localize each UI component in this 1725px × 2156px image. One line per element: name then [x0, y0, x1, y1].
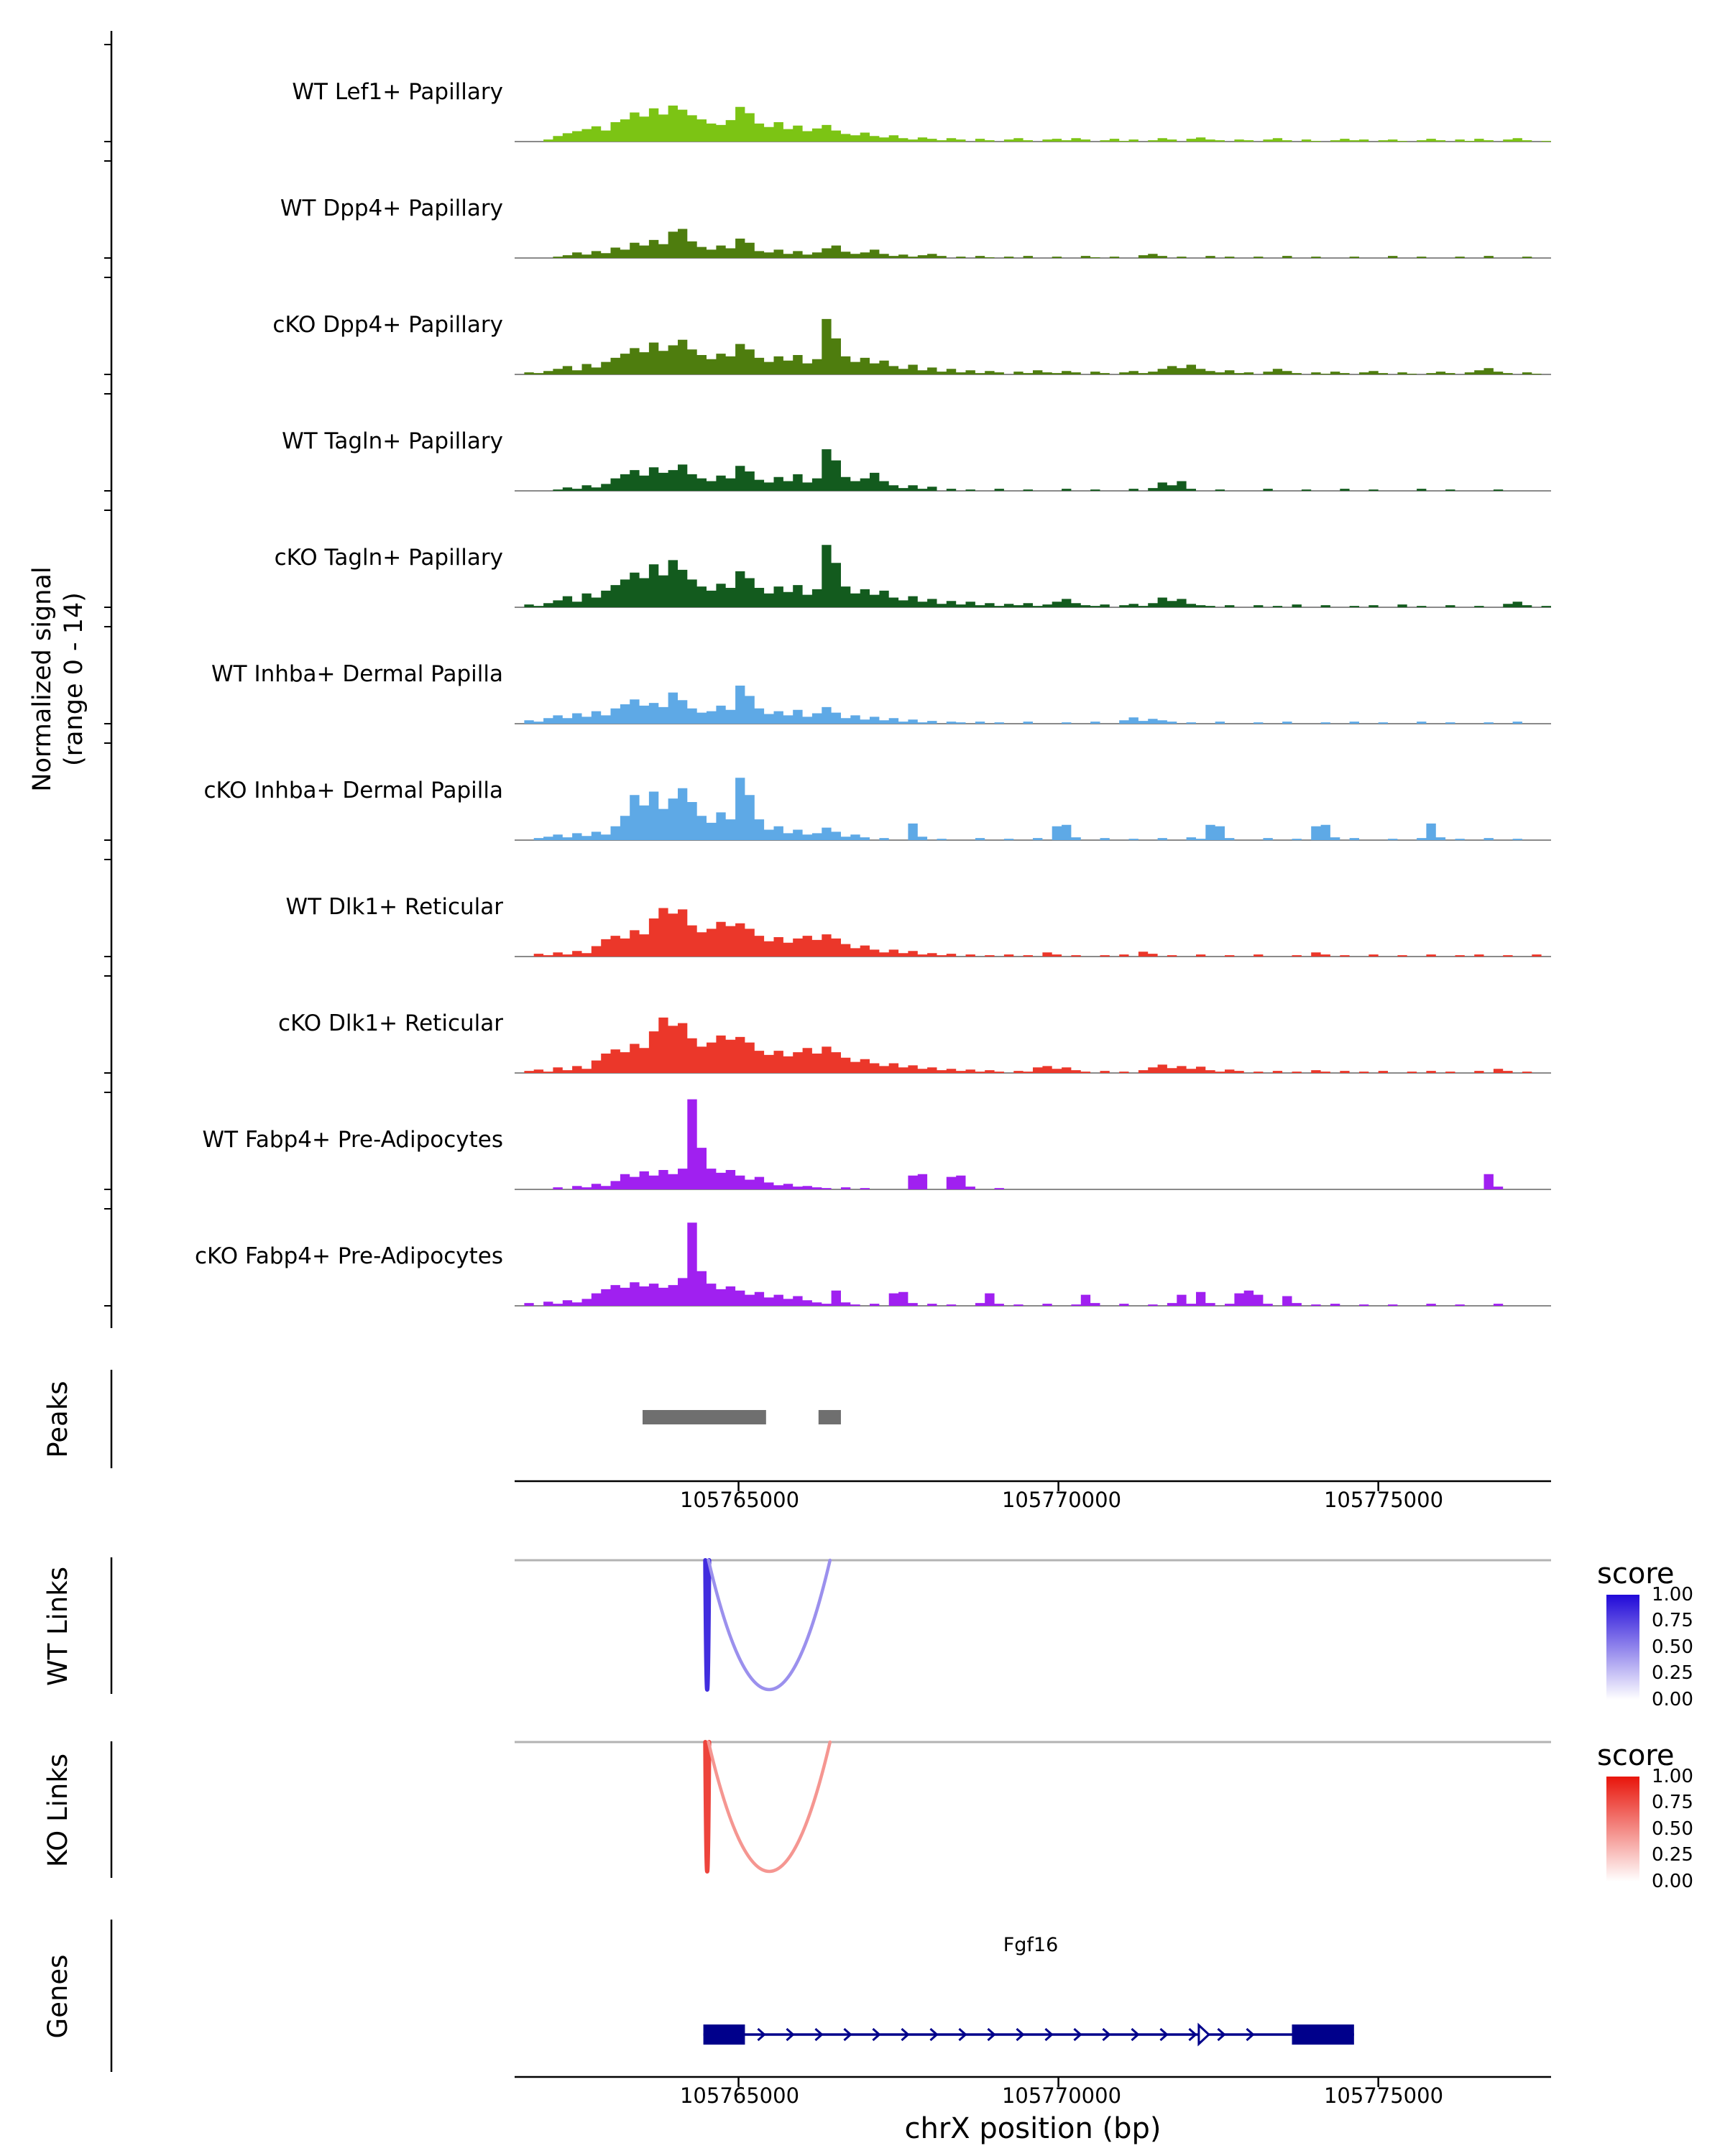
track-label: cKO Tagln+ Papillary: [274, 545, 503, 571]
wt-score-gradient: [1606, 1595, 1639, 1700]
track-label: WT Tagln+ Papillary: [282, 428, 503, 454]
gene-direction-chevron: [757, 2027, 766, 2042]
gene-name-label: Fgf16: [1003, 1934, 1059, 1956]
genes-section-label: Genes: [42, 1954, 73, 2039]
gene-direction-chevron: [929, 2027, 939, 2042]
ko-links-legend-title: score: [1597, 1739, 1675, 1772]
track-label: WT Lef1+ Papillary: [292, 79, 503, 105]
coverage-area: [515, 449, 1551, 491]
track-label: WT Dlk1+ Reticular: [285, 894, 503, 920]
legend-tick-label: 0.25: [1652, 1844, 1693, 1866]
gene-direction-chevron: [1102, 2027, 1111, 2042]
coverage-area: [515, 778, 1551, 840]
link-arc: [707, 1558, 832, 1692]
legend-tick-label: 0.00: [1652, 1689, 1693, 1710]
legend-tick-label: 0.25: [1652, 1662, 1693, 1684]
gene-direction-chevron: [872, 2027, 881, 2042]
x-axis-title: chrX position (bp): [904, 2112, 1162, 2145]
gene-direction-chevron: [786, 2027, 795, 2042]
track-label: cKO Inhba+ Dermal Papilla: [203, 778, 504, 803]
legend-tick-label: 0.50: [1652, 1818, 1693, 1840]
x-tick-label: 105775000: [1323, 1488, 1444, 1512]
coverage-area: [515, 229, 1551, 258]
coverage-area: [515, 105, 1551, 142]
gene-exon: [1292, 2024, 1354, 2045]
gene-direction-chevron: [1073, 2027, 1082, 2042]
x-tick-label: 105765000: [679, 2083, 800, 2108]
legend-tick-label: 0.00: [1652, 1871, 1693, 1892]
link-arc: [703, 1558, 712, 1692]
gene-direction-marker: [1197, 2022, 1211, 2047]
y-axis-label: Normalized signal (range 0 - 14): [27, 320, 90, 1038]
track-label: cKO Fabp4+ Pre-Adipocytes: [195, 1243, 503, 1269]
x-tick-label: 105770000: [1001, 2083, 1122, 2108]
peak-region: [818, 1410, 841, 1424]
coverage-area: [515, 1099, 1551, 1189]
gene-direction-chevron: [1159, 2027, 1169, 2042]
track-label: WT Fabp4+ Pre-Adipocytes: [202, 1127, 504, 1153]
link-arc: [703, 1740, 712, 1874]
gene-exon: [703, 2024, 745, 2045]
coverage-area: [515, 1017, 1551, 1073]
x-tick-label: 105765000: [679, 1488, 800, 1512]
x-tick-label: 105770000: [1001, 1488, 1122, 1512]
coverage-area: [515, 908, 1551, 957]
legend-tick-label: 0.50: [1652, 1636, 1693, 1658]
coverage-area: [515, 318, 1551, 374]
legend-tick-label: 0.75: [1652, 1610, 1693, 1631]
link-arc: [707, 1740, 832, 1874]
legend-tick-label: 1.00: [1652, 1766, 1693, 1787]
ko-score-gradient: [1606, 1777, 1639, 1881]
track-label: WT Inhba+ Dermal Papilla: [211, 661, 503, 687]
gene-direction-chevron: [958, 2027, 967, 2042]
coverage-area: [515, 686, 1551, 724]
coverage-area: [515, 545, 1551, 607]
gene-direction-chevron: [1217, 2027, 1226, 2042]
x-tick-label: 105775000: [1323, 2083, 1444, 2108]
y-axis-label-line1: Normalized signal: [28, 566, 57, 792]
peak-region: [643, 1410, 766, 1424]
gene-direction-chevron: [1188, 2027, 1197, 2042]
gene-direction-chevron: [814, 2027, 824, 2042]
track-label: cKO Dlk1+ Reticular: [278, 1010, 503, 1036]
gene-direction-chevron: [1044, 2027, 1054, 2042]
gene-direction-chevron: [1246, 2027, 1255, 2042]
track-label: cKO Dpp4+ Papillary: [272, 312, 503, 338]
gene-direction-chevron: [901, 2027, 910, 2042]
gene-direction-chevron: [987, 2027, 996, 2042]
gene-direction-chevron: [1131, 2027, 1140, 2042]
y-axis-label-line2: (range 0 - 14): [60, 592, 88, 766]
coverage-area: [515, 1222, 1551, 1306]
legend-tick-label: 0.75: [1652, 1792, 1693, 1813]
wt-links-legend-title: score: [1597, 1557, 1675, 1590]
legend-tick-label: 1.00: [1652, 1584, 1693, 1606]
track-label: WT Dpp4+ Papillary: [280, 195, 503, 221]
gene-direction-chevron: [1016, 2027, 1025, 2042]
gene-direction-chevron: [843, 2027, 852, 2042]
